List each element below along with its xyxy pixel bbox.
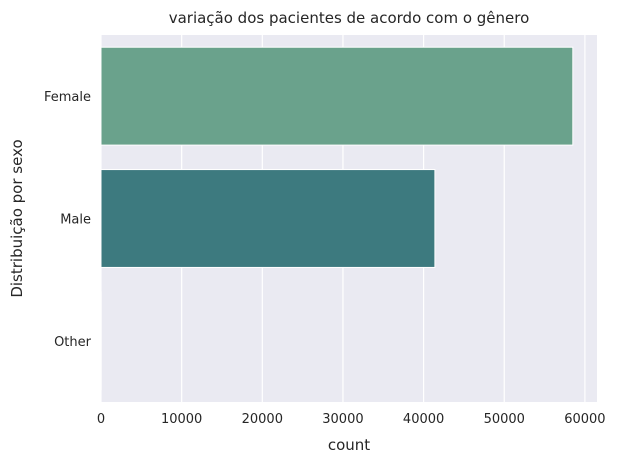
x-tick-label: 10000 xyxy=(161,412,202,427)
y-tick-label: Male xyxy=(60,213,91,228)
y-tick-labels: Female Male Other xyxy=(44,90,92,350)
x-tick-labels: 0 10000 20000 30000 40000 50000 60000 xyxy=(97,412,606,427)
x-tick-label: 20000 xyxy=(242,412,283,427)
bar-female xyxy=(101,47,573,145)
x-tick-label: 60000 xyxy=(564,412,605,427)
y-tick-label: Other xyxy=(54,335,92,350)
y-axis-label: Distribuição por sexo xyxy=(8,139,26,297)
x-tick-label: 30000 xyxy=(322,412,363,427)
bar-male xyxy=(101,170,435,268)
x-tick-label: 0 xyxy=(97,412,105,427)
x-tick-label: 50000 xyxy=(484,412,525,427)
x-axis-label: count xyxy=(328,436,370,454)
x-tick-label: 40000 xyxy=(403,412,444,427)
y-tick-label: Female xyxy=(44,90,91,105)
chart-title: variação dos pacientes de acordo com o g… xyxy=(169,9,530,27)
